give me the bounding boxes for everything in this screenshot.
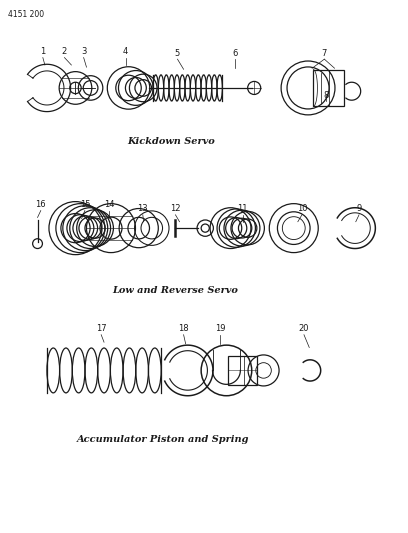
Text: 7: 7 [322,49,327,58]
Text: 2: 2 [62,47,67,56]
Text: 20: 20 [299,324,309,333]
Text: 4: 4 [123,47,128,56]
Text: 19: 19 [215,324,226,333]
Text: 11: 11 [237,204,248,213]
Text: Kickdown Servo: Kickdown Servo [127,137,215,146]
Text: 9: 9 [357,204,361,213]
Text: Accumulator Piston and Spring: Accumulator Piston and Spring [77,435,249,444]
Text: 15: 15 [80,200,90,209]
Text: 3: 3 [81,47,86,56]
Text: 5: 5 [175,49,180,58]
Text: 18: 18 [178,324,189,333]
Text: Low and Reverse Servo: Low and Reverse Servo [113,286,238,295]
Text: 1: 1 [40,47,45,56]
Bar [228,356,257,385]
Text: 12: 12 [170,204,181,213]
Text: 4151 200: 4151 200 [8,10,44,19]
Text: 8: 8 [324,91,329,100]
Text: 17: 17 [96,324,106,333]
Text: 13: 13 [137,204,148,213]
Text: 6: 6 [232,49,237,58]
Text: 14: 14 [104,200,115,209]
Text: 10: 10 [297,204,307,213]
Text: 16: 16 [35,200,46,209]
Bar [313,70,344,106]
